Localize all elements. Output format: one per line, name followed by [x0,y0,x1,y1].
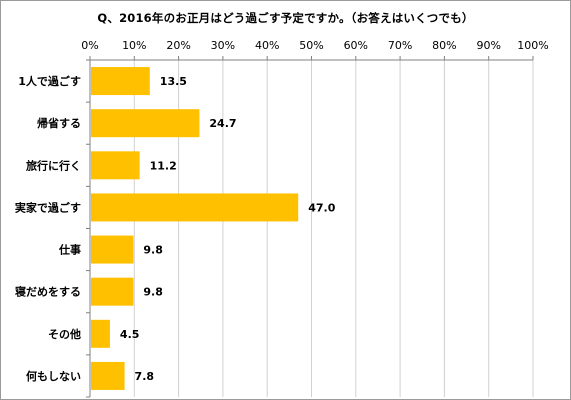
bar [91,277,134,306]
x-tick-label: 90% [476,39,500,52]
bar [91,109,200,138]
bar [91,193,299,222]
category-label: その他 [48,327,81,341]
data-label: 13.5 [160,75,187,88]
x-tick-labels: 0% 10% 20% 30% 40% 50% 60% 70% 80% 90% 100% [81,39,548,52]
bar [91,361,125,390]
x-tick-label: 10% [122,39,146,52]
data-label: 4.5 [120,328,140,341]
bar [91,319,110,348]
x-tick-label: 20% [166,39,190,52]
x-tick-label: 0% [81,39,98,52]
category-label: 実家で過ごす [15,200,81,214]
x-tick-label: 100% [517,39,548,52]
category-label: 仕事 [58,243,81,257]
category-label: 旅行に行く [26,158,81,172]
category-label: 寝だめをする [15,285,81,299]
data-label: 24.7 [209,117,236,130]
chart-title: Q、2016年のお正月はどう過ごす予定ですか。（お答えはいくつでも） [97,11,474,25]
data-label: 7.8 [135,370,155,383]
axes [86,56,534,398]
x-tick-label: 60% [344,39,368,52]
x-tick-label: 70% [388,39,412,52]
category-label: 帰省する [37,116,81,130]
x-tick-label: 30% [211,39,235,52]
x-tick-label: 80% [432,39,456,52]
category-label: 何もしない [26,369,81,383]
data-labels: 13.5 24.7 11.2 47.0 9.8 9.8 4.5 7.8 [120,75,336,383]
x-tick-label: 40% [255,39,279,52]
data-label: 9.8 [143,244,163,257]
bar [91,151,140,180]
gridlines [133,60,534,397]
x-tick-label: 50% [299,39,323,52]
bar [91,235,134,264]
data-label: 47.0 [308,201,335,214]
category-label: 1人で過ごす [18,74,81,88]
data-label: 9.8 [143,286,163,299]
bars [91,67,299,390]
data-label: 11.2 [150,159,177,172]
bar [91,67,150,96]
